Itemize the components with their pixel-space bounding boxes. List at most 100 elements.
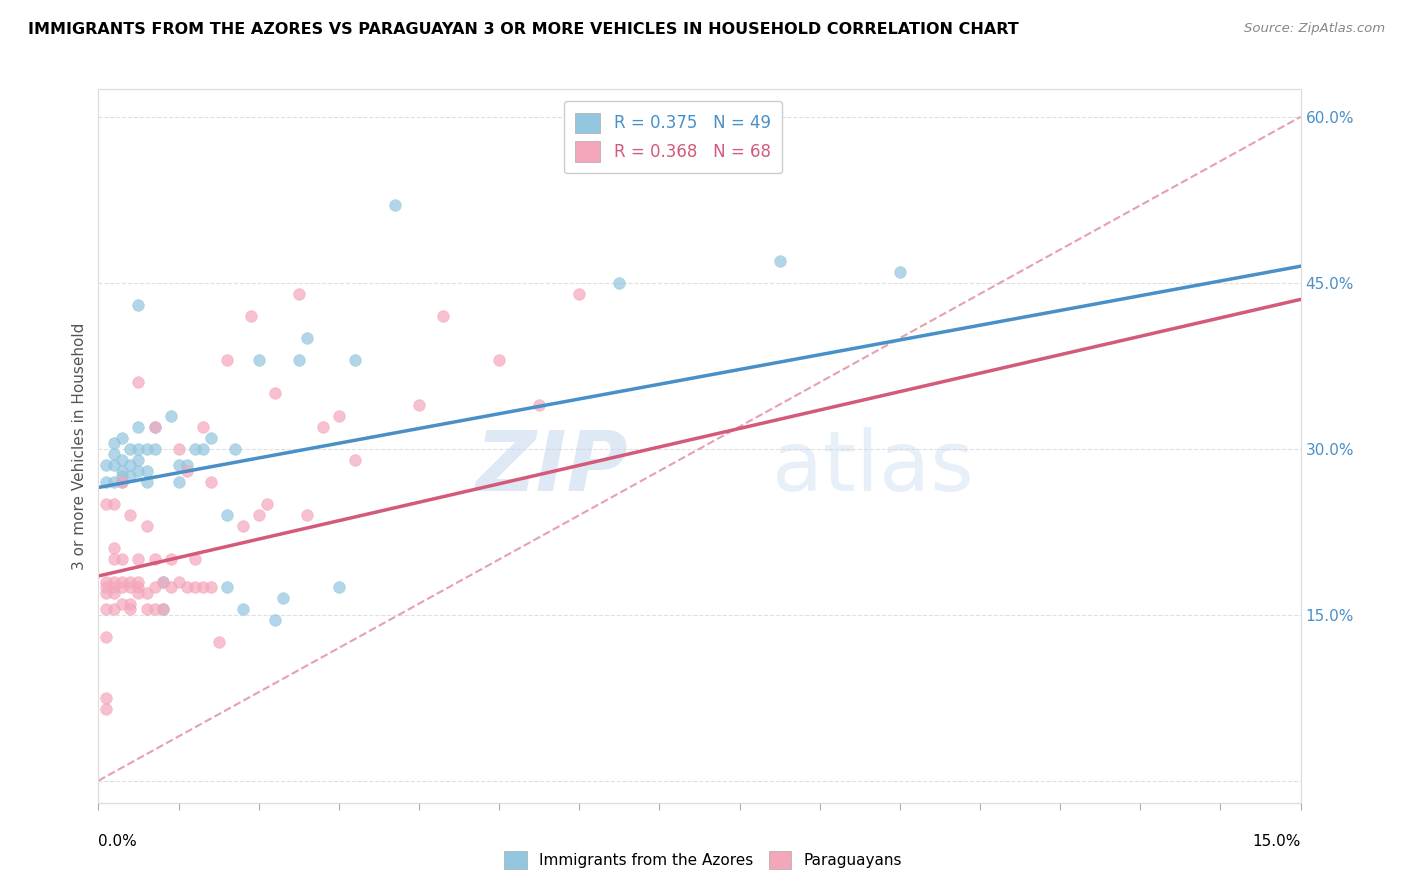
Point: [167, 574, 190, 589]
Point: [247, 508, 270, 523]
Point: [103, 585, 125, 599]
Point: [215, 508, 238, 523]
Point: [128, 376, 150, 390]
Point: [609, 276, 631, 290]
Point: [232, 519, 254, 533]
Point: [103, 602, 125, 616]
Point: [103, 447, 125, 461]
Point: [215, 353, 238, 368]
Point: [128, 574, 150, 589]
Point: [889, 265, 911, 279]
Point: [159, 580, 181, 594]
Point: [103, 436, 125, 450]
Point: [769, 253, 792, 268]
Point: [271, 591, 294, 606]
Point: [120, 574, 142, 589]
Point: [159, 552, 181, 566]
Legend: R = 0.375   N = 49, R = 0.368   N = 68: R = 0.375 N = 49, R = 0.368 N = 68: [564, 101, 782, 173]
Point: [135, 602, 157, 616]
Point: [96, 475, 118, 489]
Point: [152, 574, 174, 589]
Point: [143, 419, 166, 434]
Point: [111, 552, 134, 566]
Point: [143, 442, 166, 456]
Point: [152, 602, 174, 616]
Point: [103, 574, 125, 589]
Point: [111, 580, 134, 594]
Point: [111, 431, 134, 445]
Point: [111, 453, 134, 467]
Y-axis label: 3 or more Vehicles in Household: 3 or more Vehicles in Household: [72, 322, 87, 570]
Point: [183, 580, 205, 594]
Point: [183, 552, 205, 566]
Point: [200, 475, 222, 489]
Point: [295, 508, 318, 523]
Point: [328, 580, 350, 594]
Point: [96, 497, 118, 511]
Point: [152, 602, 174, 616]
Point: [191, 419, 214, 434]
Text: Source: ZipAtlas.com: Source: ZipAtlas.com: [1244, 22, 1385, 36]
Point: [103, 497, 125, 511]
Point: [224, 442, 246, 456]
Point: [176, 458, 198, 473]
Point: [215, 580, 238, 594]
Point: [128, 464, 150, 478]
Point: [312, 419, 335, 434]
Point: [176, 580, 198, 594]
Point: [568, 110, 591, 124]
Point: [167, 475, 190, 489]
Point: [529, 397, 551, 411]
Text: atlas: atlas: [772, 427, 973, 508]
Point: [208, 635, 231, 649]
Point: [128, 453, 150, 467]
Point: [111, 475, 134, 489]
Point: [432, 309, 454, 323]
Point: [111, 475, 134, 489]
Point: [167, 458, 190, 473]
Point: [96, 574, 118, 589]
Point: [111, 597, 134, 611]
Point: [408, 397, 430, 411]
Point: [103, 580, 125, 594]
Point: [200, 580, 222, 594]
Point: [96, 630, 118, 644]
Point: [288, 286, 311, 301]
Point: [328, 409, 350, 423]
Point: [135, 464, 157, 478]
Point: [135, 519, 157, 533]
Point: [103, 541, 125, 556]
Point: [568, 286, 591, 301]
Point: [143, 552, 166, 566]
Point: [159, 409, 181, 423]
Point: [96, 580, 118, 594]
Point: [167, 442, 190, 456]
Point: [239, 309, 262, 323]
Point: [191, 442, 214, 456]
Point: [96, 602, 118, 616]
Point: [256, 497, 278, 511]
Text: IMMIGRANTS FROM THE AZORES VS PARAGUAYAN 3 OR MORE VEHICLES IN HOUSEHOLD CORRELA: IMMIGRANTS FROM THE AZORES VS PARAGUAYAN…: [28, 22, 1019, 37]
Legend: Immigrants from the Azores, Paraguayans: Immigrants from the Azores, Paraguayans: [498, 845, 908, 875]
Point: [120, 602, 142, 616]
Point: [128, 298, 150, 312]
Text: 0.0%: 0.0%: [98, 834, 138, 849]
Point: [96, 702, 118, 716]
Point: [96, 458, 118, 473]
Text: 15.0%: 15.0%: [1253, 834, 1301, 849]
Point: [135, 585, 157, 599]
Point: [111, 469, 134, 483]
Point: [143, 419, 166, 434]
Point: [263, 386, 285, 401]
Point: [103, 458, 125, 473]
Point: [120, 597, 142, 611]
Point: [128, 585, 150, 599]
Point: [143, 602, 166, 616]
Point: [120, 580, 142, 594]
Point: [343, 453, 366, 467]
Point: [152, 574, 174, 589]
Point: [384, 198, 406, 212]
Point: [200, 431, 222, 445]
Point: [128, 580, 150, 594]
Point: [343, 353, 366, 368]
